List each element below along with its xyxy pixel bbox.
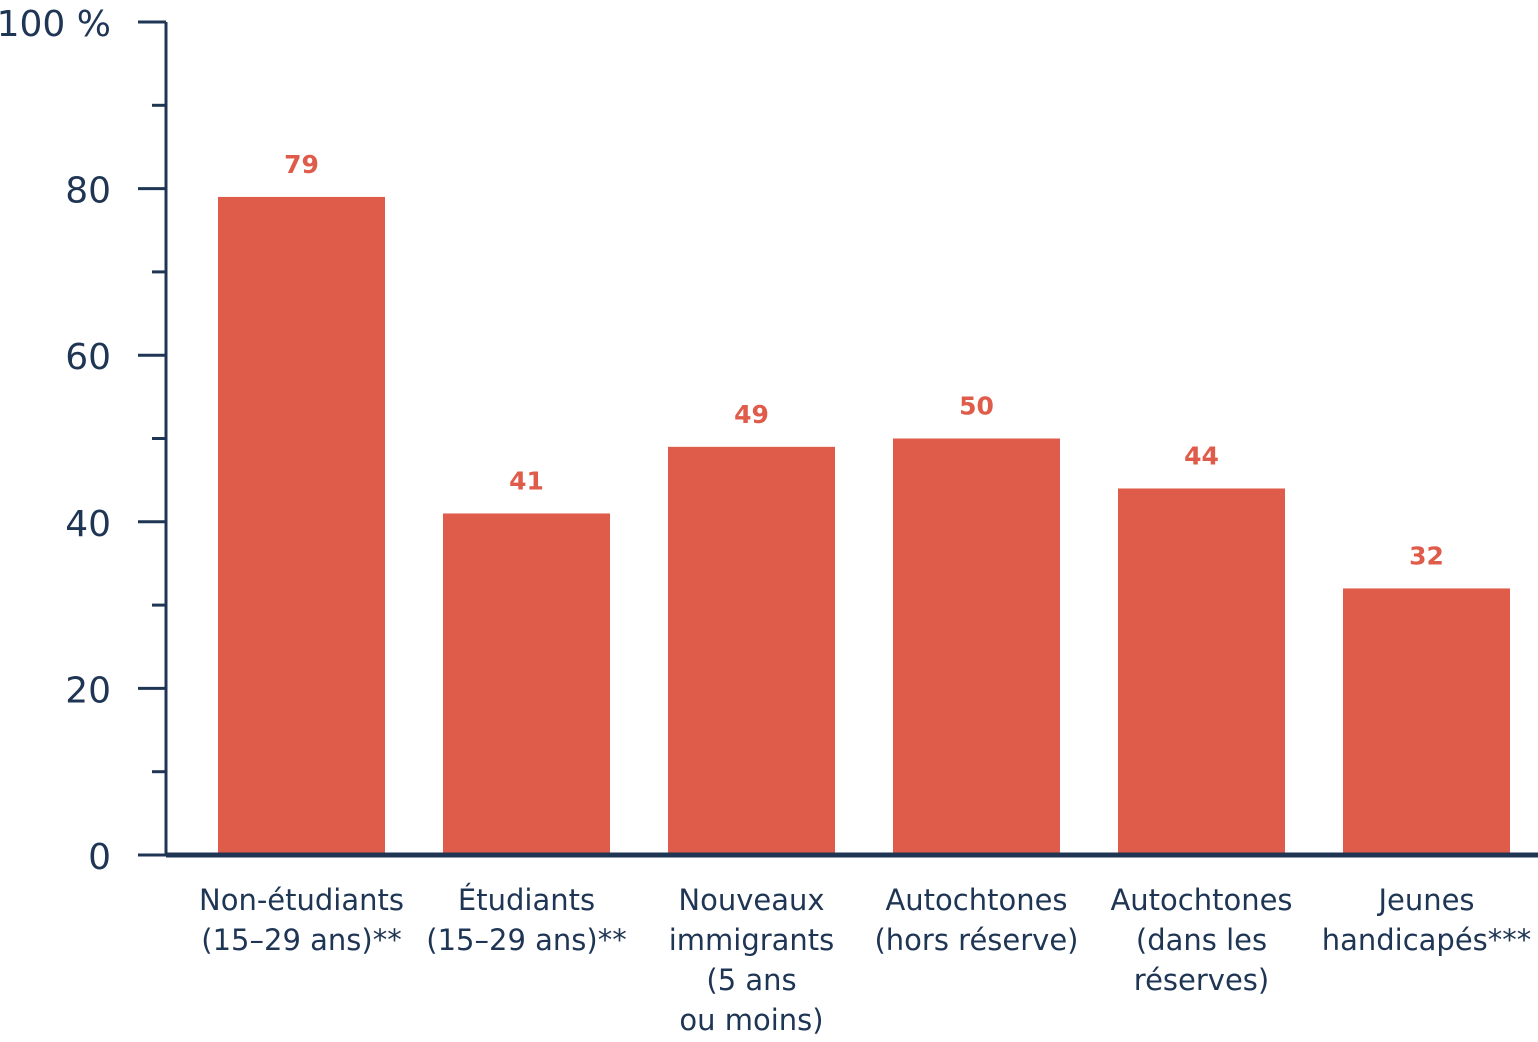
x-tick-label-line: (15–29 ans)** xyxy=(426,923,626,957)
y-tick-label-0: 0 xyxy=(88,837,111,878)
x-tick-label-line: (5 ans xyxy=(706,963,796,997)
x-tick-label-line: Non-étudiants xyxy=(199,883,404,917)
y-axis: 0 20 40 60 80 100 % xyxy=(0,4,168,878)
x-tick-label-1: Non-étudiants (15–29 ans)** xyxy=(199,883,404,957)
x-tick-label-line: Jeunes xyxy=(1376,883,1474,917)
x-tick-label-2: Étudiants (15–29 ans)** xyxy=(426,883,626,957)
bar-value-label-1: 79 xyxy=(284,150,319,179)
x-tick-label-line: (hors réserve) xyxy=(874,923,1078,957)
bar-6 xyxy=(1343,588,1510,855)
x-tick-label-line: réserves) xyxy=(1134,963,1269,997)
x-tick-label-6: Jeunes handicapés*** xyxy=(1322,883,1532,957)
x-tick-label-line: ou moins) xyxy=(679,1003,823,1037)
x-tick-label-line: Autochtones xyxy=(1110,883,1292,917)
x-tick-label-5: Autochtones (dans les réserves) xyxy=(1110,883,1292,997)
x-tick-label-line: (15–29 ans)** xyxy=(201,923,401,957)
bar-4 xyxy=(893,438,1060,855)
bars-layer xyxy=(218,196,1510,855)
x-tick-label-4: Autochtones (hors réserve) xyxy=(874,883,1078,957)
x-tick-label-3: Nouveaux immigrants (5 ans ou moins) xyxy=(669,883,835,1037)
y-tick-label-40: 40 xyxy=(65,504,111,545)
bar-5 xyxy=(1118,488,1285,855)
x-tick-label-line: Étudiants xyxy=(458,883,595,917)
x-tick-label-line: immigrants xyxy=(669,923,835,957)
bar-2 xyxy=(443,513,610,855)
bar-value-label-6: 32 xyxy=(1409,541,1444,570)
bar-value-label-5: 44 xyxy=(1184,441,1219,470)
bar-value-label-3: 49 xyxy=(734,400,769,429)
y-tick-label-60: 60 xyxy=(65,337,111,378)
bar-1 xyxy=(218,196,385,855)
y-tick-label-20: 20 xyxy=(65,670,111,711)
bar-value-label-4: 50 xyxy=(959,392,994,421)
value-labels-layer: 79 41 49 50 44 32 xyxy=(284,150,1444,571)
x-tick-labels: Non-étudiants (15–29 ans)** Étudiants (15–2… xyxy=(199,883,1531,1037)
bar-value-label-2: 41 xyxy=(509,466,544,495)
y-tick-label-100: 100 % xyxy=(0,4,111,45)
bar-3 xyxy=(668,446,835,855)
x-tick-label-line: Autochtones xyxy=(885,883,1067,917)
x-tick-label-line: handicapés*** xyxy=(1322,923,1532,957)
y-tick-label-80: 80 xyxy=(65,171,111,212)
x-tick-label-line: (dans les xyxy=(1136,923,1267,957)
x-tick-label-line: Nouveaux xyxy=(678,883,824,917)
